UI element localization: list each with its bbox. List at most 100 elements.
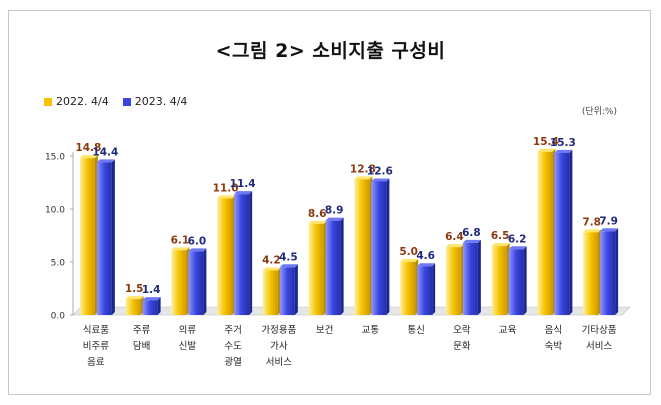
bar-2022: [537, 151, 553, 315]
bar-top: [554, 149, 573, 153]
legend-label-2022: 2022. 4/4: [56, 95, 109, 108]
data-label-2023: 15.3: [550, 137, 576, 149]
bar-top: [400, 259, 419, 262]
bar-2022: [583, 232, 599, 315]
bar-2023: [234, 194, 250, 315]
data-label-2022: 5.0: [399, 246, 418, 258]
y-tick-label: 5.0: [51, 259, 66, 269]
legend-swatch-2022: [44, 97, 52, 106]
bar-2023: [554, 152, 570, 315]
data-label-2023: 7.9: [599, 215, 618, 227]
y-tick-label: 10.0: [45, 206, 65, 216]
bar-2023: [96, 162, 112, 315]
chart-legend: 2022. 4/4 2023. 4/4: [44, 95, 187, 108]
bar-2023: [371, 181, 387, 315]
x-tick-label: 서비스: [266, 357, 292, 368]
x-tick-label: 가사: [270, 341, 288, 352]
bar-2023: [600, 231, 616, 315]
unit-label: (단위:%): [581, 107, 617, 117]
data-label-2022: 8.6: [308, 208, 327, 220]
bar-side: [386, 178, 390, 315]
bar-top: [462, 239, 481, 243]
x-tick-label: 식료품: [83, 325, 109, 336]
bar-2022: [79, 158, 95, 315]
bar-side: [203, 248, 207, 315]
bar-top: [171, 247, 190, 251]
x-tick-label: 가정용품: [261, 325, 296, 336]
data-label-2023: 8.9: [325, 205, 344, 217]
x-tick-label: 음료: [87, 357, 105, 368]
bar-top: [188, 248, 207, 252]
y-tick-label: 0.0: [51, 312, 66, 322]
data-label-2022: 6.1: [171, 234, 190, 246]
x-tick-label: 서비스: [586, 341, 612, 352]
x-tick-label: 담배: [133, 340, 150, 352]
x-tick-label: 신발: [179, 341, 197, 352]
bar-side: [111, 159, 115, 315]
bar-2023: [508, 249, 524, 315]
data-label-2022: 11.0: [213, 182, 239, 194]
legend-swatch-2023: [122, 97, 131, 106]
data-label-2023: 11.4: [230, 178, 256, 190]
bar-top: [583, 229, 602, 233]
legend-label-2023: 2023. 4/4: [134, 95, 188, 108]
x-tick-label: 수도: [224, 341, 242, 352]
data-label-2023: 14.4: [92, 146, 118, 158]
data-label-2022: 7.8: [582, 216, 601, 228]
bar-top: [325, 217, 344, 221]
x-tick-label: 문화: [453, 341, 471, 352]
bar-top: [79, 155, 98, 159]
bar-side: [523, 246, 527, 315]
legend-item-2023: 2023. 4/4: [122, 95, 188, 108]
bar-2023: [279, 267, 295, 315]
bar-top: [142, 297, 161, 301]
bar-top: [125, 296, 144, 300]
bar-top: [96, 159, 115, 163]
x-tick-label: 기타상품: [582, 325, 617, 336]
x-tick-label: 주거: [224, 325, 241, 336]
x-tick-label: 광열: [224, 356, 241, 368]
bar-side: [615, 228, 619, 315]
bar-2022: [445, 247, 461, 315]
bar-2023: [142, 300, 158, 315]
bar-side: [340, 217, 344, 315]
data-label-2023: 4.6: [416, 250, 435, 262]
bar-2023: [188, 251, 204, 315]
bar-top: [308, 220, 327, 224]
bar-2023: [417, 266, 433, 315]
bar-2023: [462, 242, 478, 315]
bar-side: [569, 149, 573, 315]
chart-floor: [72, 306, 631, 316]
x-tick-label: 통신: [407, 325, 424, 336]
bar-top: [537, 148, 556, 152]
x-tick-label: 의류: [179, 325, 197, 336]
bar-2022: [354, 179, 370, 315]
bar-side: [157, 297, 161, 315]
bar-2022: [308, 223, 324, 315]
legend-item-2022: 2022. 4/4: [44, 95, 109, 108]
data-label-2023: 4.5: [279, 251, 298, 263]
x-tick-label: 비주류: [83, 341, 109, 352]
bar-top: [234, 191, 253, 195]
x-tick-label: 교통: [362, 325, 380, 336]
bar-side: [294, 264, 298, 315]
bar-2022: [171, 250, 187, 315]
bar-side: [432, 263, 436, 315]
bar-2022: [491, 246, 507, 315]
data-label-2022: 12.8: [350, 163, 376, 175]
x-tick-label: 교육: [499, 325, 517, 336]
bar-top: [508, 246, 527, 250]
data-label-2022: 1.5: [125, 283, 144, 295]
bar-top: [354, 176, 373, 180]
bar-side: [249, 191, 253, 315]
chart-title: <그림 2> 소비지출 구성비: [215, 40, 446, 62]
data-label-2022: 6.5: [491, 230, 510, 242]
x-tick-label: 숙박: [545, 341, 563, 352]
bar-top: [371, 178, 390, 182]
data-label-2023: 6.8: [462, 227, 481, 239]
bar-side: [477, 239, 481, 315]
bar-top: [262, 267, 281, 271]
x-tick-label: 주류: [133, 325, 151, 336]
bar-top: [217, 195, 236, 199]
